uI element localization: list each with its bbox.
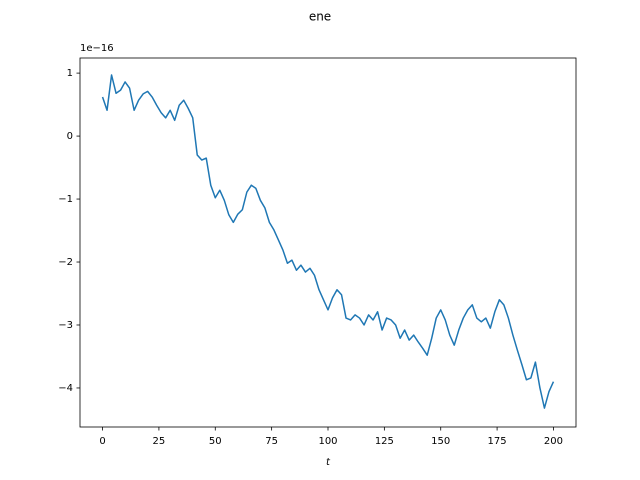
x-tick-label: 150 (431, 436, 450, 447)
x-tick-label: 0 (99, 436, 105, 447)
data-line (101, 74, 555, 409)
x-tick-label: 75 (265, 436, 278, 447)
y-tick-label: −4 (58, 383, 73, 394)
x-tick-label: 50 (209, 436, 222, 447)
chart-title: ene (309, 10, 331, 24)
y-tick-label: −2 (58, 257, 73, 268)
x-tick-label: 200 (544, 436, 563, 447)
x-tick-label: 125 (375, 436, 394, 447)
y-tick-label: 0 (67, 131, 73, 142)
x-tick-label: 100 (318, 436, 337, 447)
y-tick-label: −1 (58, 194, 73, 205)
y-tick-label: 1 (67, 68, 73, 79)
axes-frame (79, 57, 577, 428)
y-tick-label: −3 (58, 320, 73, 331)
x-axis-label: t (326, 457, 331, 468)
x-tick-label: 175 (488, 436, 507, 447)
x-tick-label: 25 (153, 436, 166, 447)
y-offset-label: 1e−16 (80, 43, 114, 54)
